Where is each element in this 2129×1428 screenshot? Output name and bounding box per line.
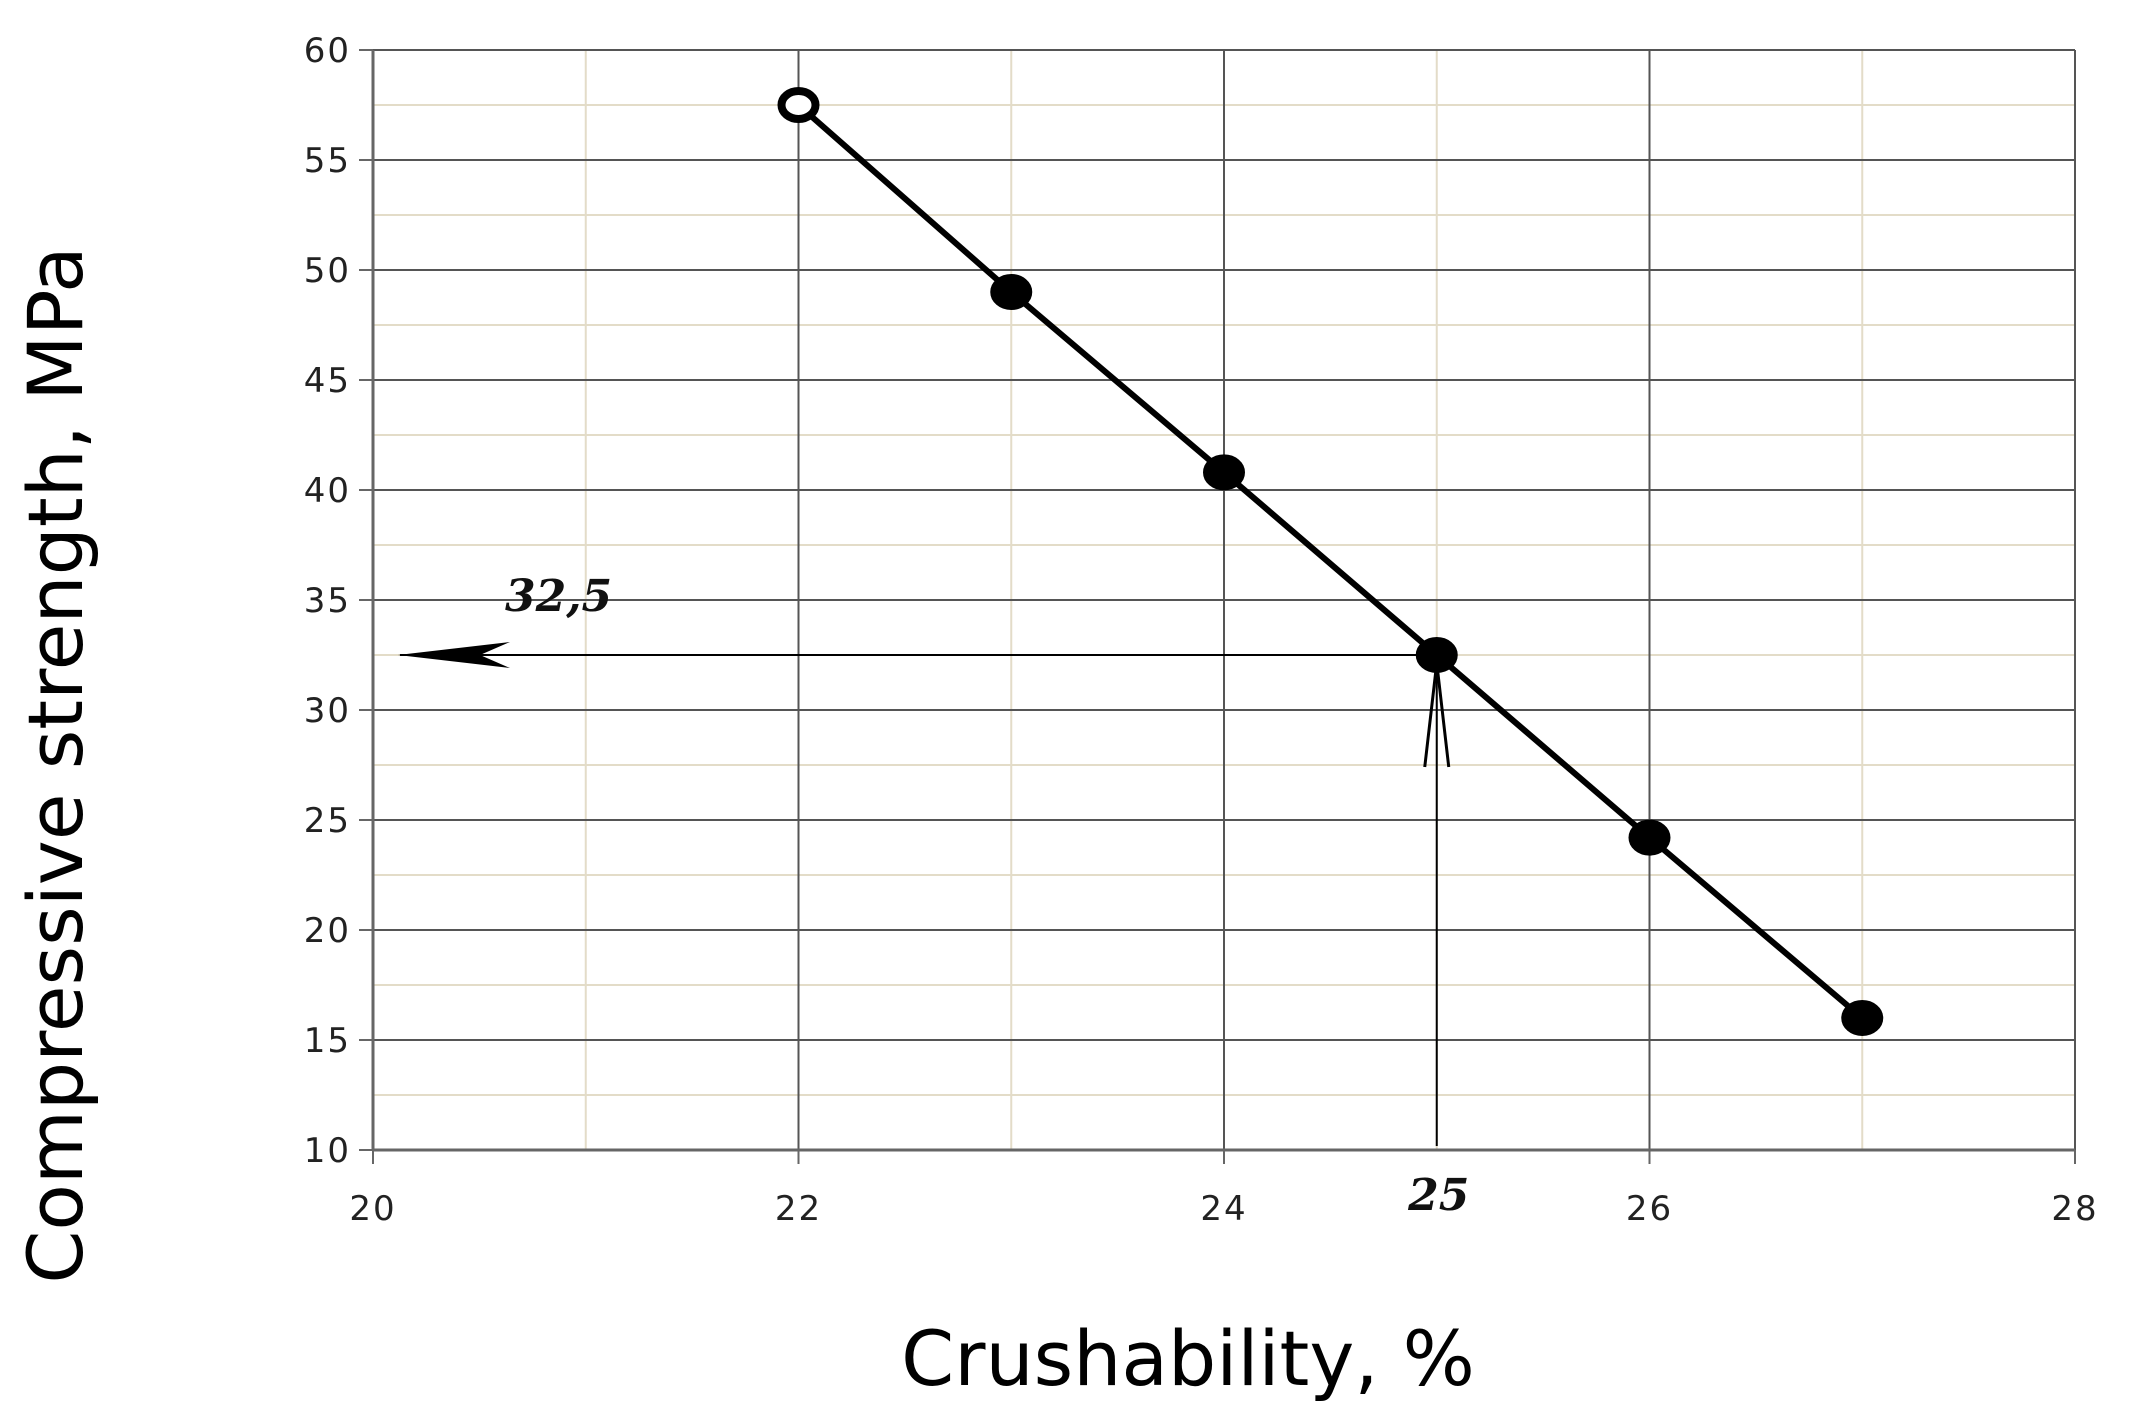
y-axis-title: Compressive strength, MPa [11, 246, 100, 1283]
y-tick-label: 55 [304, 141, 351, 181]
y-tick-label: 15 [304, 1021, 351, 1061]
annotation-25: 25 [1407, 1170, 1469, 1221]
data-point [1841, 1000, 1884, 1036]
y-tick-label: 50 [304, 251, 351, 291]
data-point-open [777, 87, 820, 123]
annotation-layer: 32,5 25 [398, 571, 1469, 1221]
data-point [990, 274, 1033, 310]
y-tick-label: 10 [304, 1131, 351, 1171]
series-layer [777, 87, 1884, 1036]
y-tick-label: 45 [304, 361, 351, 401]
x-tick-label: 28 [2051, 1189, 2098, 1229]
y-tick-label: 40 [304, 471, 351, 511]
annotation-32-5: 32,5 [505, 571, 612, 622]
y-tick-label: 35 [304, 581, 351, 621]
data-point [1203, 454, 1245, 491]
series-line [796, 102, 1865, 1021]
x-tick-label: 22 [775, 1189, 822, 1229]
y-tick-label: 60 [304, 31, 351, 71]
x-axis-title: Crushability, % [901, 1314, 1475, 1403]
x-tick-label: 24 [1200, 1189, 1247, 1229]
x-tick-label: 20 [349, 1189, 396, 1229]
data-point [1415, 637, 1458, 673]
x-tick-label: 26 [1626, 1189, 1673, 1229]
y-tick-label: 20 [304, 911, 351, 951]
data-point [1628, 819, 1671, 856]
y-tick-label: 30 [304, 691, 351, 731]
left-arrowhead [398, 642, 510, 668]
tick-layer: 20 22 24 26 28 10 15 20 25 30 35 40 45 50 55 60 [304, 31, 2098, 1229]
y-tick-label: 25 [304, 801, 351, 841]
